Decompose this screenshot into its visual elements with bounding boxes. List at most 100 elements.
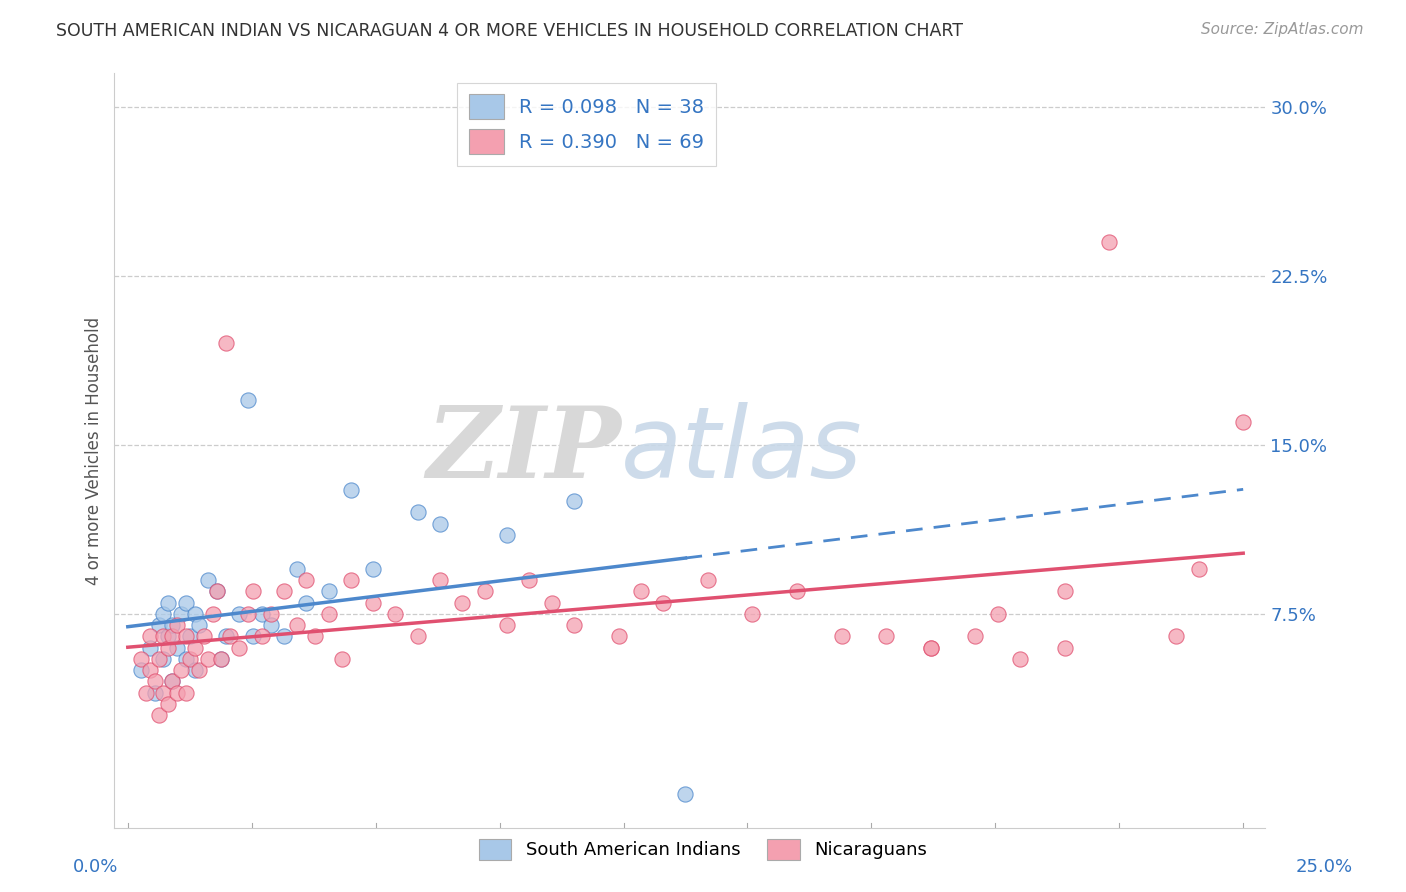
Point [143, 686, 166, 700]
Point [139, 629, 162, 643]
Point [987, 607, 1010, 621]
Point [129, 652, 152, 666]
Point [496, 528, 519, 542]
Point [201, 607, 224, 621]
Point [183, 640, 205, 655]
Point [162, 674, 184, 689]
Point [540, 596, 562, 610]
Point [1166, 629, 1188, 643]
Point [197, 573, 219, 587]
Text: ZIP: ZIP [426, 402, 621, 499]
Point [361, 562, 384, 576]
Point [179, 629, 201, 643]
Point [340, 483, 363, 497]
Point [139, 663, 162, 677]
Point [152, 652, 174, 666]
Point [384, 607, 406, 621]
Point [152, 686, 174, 700]
Point [193, 629, 215, 643]
Text: Source: ZipAtlas.com: Source: ZipAtlas.com [1201, 22, 1364, 37]
Point [148, 708, 170, 723]
Point [295, 573, 318, 587]
Point [652, 596, 675, 610]
Point [166, 686, 188, 700]
Point [174, 652, 197, 666]
Point [162, 629, 184, 643]
Point [170, 607, 193, 621]
Point [174, 596, 197, 610]
Point [156, 596, 179, 610]
Point [205, 584, 228, 599]
Point [148, 618, 170, 632]
Point [1232, 415, 1254, 429]
Point [340, 573, 363, 587]
Point [474, 584, 496, 599]
Point [139, 640, 162, 655]
Point [1187, 562, 1209, 576]
Point [174, 629, 197, 643]
Point [152, 629, 174, 643]
Point [318, 607, 340, 621]
Point [920, 640, 942, 655]
Point [215, 336, 238, 351]
Point [406, 505, 429, 519]
Point [143, 674, 166, 689]
Point [429, 516, 451, 531]
Point [242, 629, 264, 643]
Point [295, 596, 318, 610]
Point [1053, 584, 1076, 599]
Point [741, 607, 763, 621]
Text: SOUTH AMERICAN INDIAN VS NICARAGUAN 4 OR MORE VEHICLES IN HOUSEHOLD CORRELATION : SOUTH AMERICAN INDIAN VS NICARAGUAN 4 OR… [56, 22, 963, 40]
Point [166, 640, 188, 655]
Point [205, 584, 228, 599]
Point [451, 596, 474, 610]
Text: 25.0%: 25.0% [1296, 858, 1353, 876]
Point [1098, 235, 1121, 249]
Legend: South American Indians, Nicaraguans: South American Indians, Nicaraguans [471, 831, 935, 867]
Point [242, 584, 264, 599]
Point [174, 686, 197, 700]
Point [675, 787, 697, 801]
Point [259, 607, 281, 621]
Point [162, 618, 184, 632]
Point [129, 663, 152, 677]
Point [562, 494, 585, 508]
Point [156, 629, 179, 643]
Point [228, 607, 250, 621]
Point [831, 629, 853, 643]
Point [1010, 652, 1032, 666]
Point [875, 629, 897, 643]
Text: 0.0%: 0.0% [73, 858, 118, 876]
Point [188, 663, 211, 677]
Point [156, 640, 179, 655]
Point [1053, 640, 1076, 655]
Point [238, 392, 260, 407]
Point [562, 618, 585, 632]
Point [496, 618, 519, 632]
Point [211, 652, 233, 666]
Point [156, 697, 179, 711]
Legend: R = 0.098   N = 38, R = 0.390   N = 69: R = 0.098 N = 38, R = 0.390 N = 69 [457, 83, 716, 166]
Point [406, 629, 429, 643]
Point [219, 629, 242, 643]
Point [304, 629, 326, 643]
Point [188, 618, 211, 632]
Text: atlas: atlas [621, 402, 862, 499]
Point [162, 674, 184, 689]
Point [170, 663, 193, 677]
Point [965, 629, 987, 643]
Point [361, 596, 384, 610]
Point [517, 573, 540, 587]
Point [250, 629, 273, 643]
Point [215, 629, 238, 643]
Point [285, 562, 308, 576]
Point [148, 652, 170, 666]
Point [630, 584, 652, 599]
Point [786, 584, 808, 599]
Point [273, 629, 295, 643]
Point [183, 663, 205, 677]
Y-axis label: 4 or more Vehicles in Household: 4 or more Vehicles in Household [86, 317, 103, 584]
Point [330, 652, 353, 666]
Point [285, 618, 308, 632]
Point [152, 607, 174, 621]
